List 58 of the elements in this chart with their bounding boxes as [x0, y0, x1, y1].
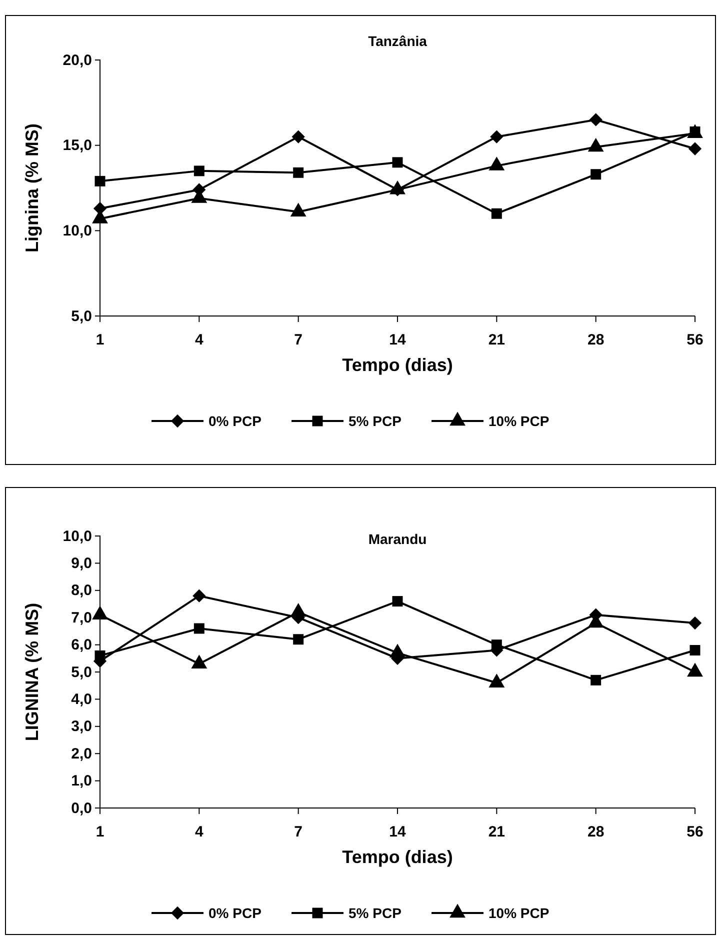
y-tick-label: 2,0 — [71, 745, 92, 762]
x-tick-label: 7 — [294, 332, 303, 349]
y-tick-label: 15,0 — [62, 137, 92, 154]
x-tick-label: 1 — [96, 332, 104, 349]
point — [688, 142, 702, 156]
y-tick-label: 6,0 — [71, 636, 92, 654]
point — [392, 596, 403, 607]
x-tick-label: 56 — [686, 332, 704, 349]
legend-label: 10% PCP — [488, 413, 550, 429]
x-axis-title: Tempo (dias) — [342, 847, 453, 867]
point — [293, 167, 304, 178]
y-tick-label: 8,0 — [71, 582, 92, 600]
legend-label: 0% PCP — [208, 413, 262, 429]
legend-label: 0% PCP — [208, 905, 262, 921]
point — [590, 674, 602, 686]
point — [688, 616, 702, 630]
x-tick-label: 4 — [194, 332, 204, 349]
y-axis-title: LIGNINA (% MS) — [22, 602, 42, 742]
legend-label: 5% PCP — [348, 905, 402, 921]
point — [192, 589, 206, 602]
y-tick-label: 7,0 — [71, 609, 92, 626]
point — [392, 157, 403, 168]
point — [292, 130, 305, 144]
x-tick-label: 14 — [389, 824, 406, 841]
x-tick-label: 28 — [587, 824, 604, 841]
point — [491, 208, 502, 219]
y-tick-label: 10,0 — [62, 222, 92, 240]
x-tick-label: 4 — [194, 824, 204, 841]
y-tick-label: 0,0 — [71, 800, 92, 817]
y-tick-label: 1,0 — [71, 772, 92, 790]
legend-label: 10% PCP — [488, 905, 550, 921]
point — [589, 113, 602, 126]
chart-title: Tanzânia — [368, 33, 428, 49]
x-tick-label: 7 — [294, 824, 303, 841]
y-tick-label: 5,0 — [71, 308, 92, 325]
x-tick-label: 14 — [389, 332, 406, 349]
point — [490, 130, 504, 144]
point — [590, 169, 602, 180]
y-tick-label: 5,0 — [71, 664, 92, 681]
y-tick-label: 9,0 — [71, 555, 92, 572]
x-axis-title: Tempo (dias) — [342, 355, 453, 375]
y-tick-label: 3,0 — [71, 718, 92, 736]
y-tick-label: 10,0 — [62, 528, 92, 545]
x-tick-label: 21 — [488, 824, 506, 841]
x-tick-label: 56 — [686, 824, 704, 841]
x-tick-label: 28 — [587, 332, 604, 349]
point — [293, 634, 304, 645]
point — [194, 623, 204, 634]
x-tick-label: 21 — [488, 332, 506, 349]
point — [194, 166, 204, 176]
y-tick-label: 20,0 — [62, 52, 92, 69]
x-tick-label: 1 — [96, 824, 104, 841]
point — [690, 644, 700, 656]
chart-title: Marandu — [368, 531, 427, 547]
y-axis-title: Lignina (% MS) — [22, 124, 42, 252]
point — [94, 176, 106, 186]
y-tick-label: 4,0 — [71, 691, 92, 708]
legend-label: 5% PCP — [348, 413, 402, 429]
